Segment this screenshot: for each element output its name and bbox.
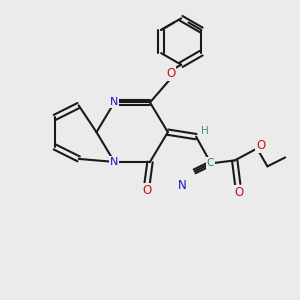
Text: N: N <box>110 157 118 167</box>
Text: O: O <box>142 184 152 197</box>
Text: H: H <box>200 126 208 136</box>
Text: N: N <box>110 98 118 107</box>
Text: C: C <box>207 158 214 168</box>
Text: O: O <box>166 67 176 80</box>
Text: O: O <box>235 186 244 199</box>
Text: N: N <box>178 178 187 192</box>
Text: O: O <box>256 139 265 152</box>
